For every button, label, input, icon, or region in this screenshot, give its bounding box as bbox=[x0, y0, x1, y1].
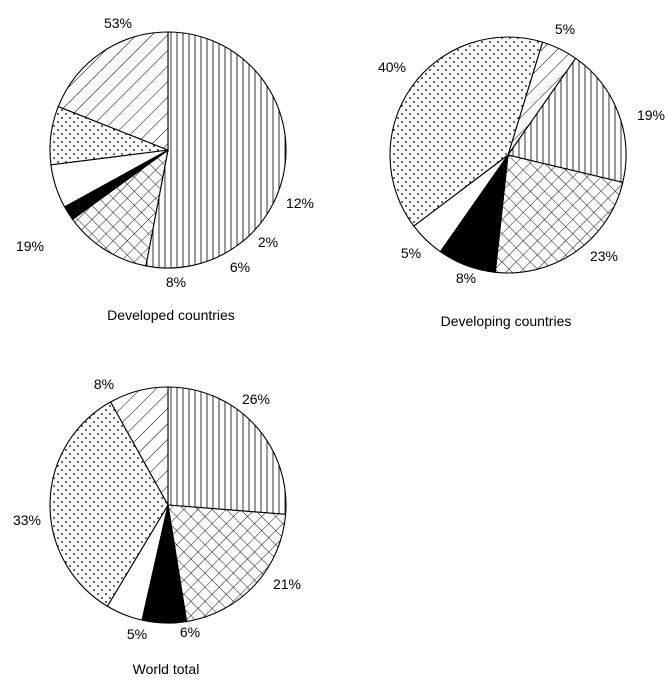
pie-developing-labels: 5% 19% 23% 8% 5% 40% bbox=[378, 21, 665, 286]
pie-developed: 53% 12% 2% 6% 8% 19% Developed countries bbox=[16, 15, 314, 323]
pie-developed-labels: 53% 12% 2% 6% 8% 19% bbox=[16, 15, 314, 290]
slice-label: 12% bbox=[286, 195, 314, 211]
slice-label: 5% bbox=[555, 21, 575, 37]
pie-slice-vertical-lines bbox=[145, 31, 287, 269]
pie-title: Developed countries bbox=[107, 307, 235, 323]
slice-label: 8% bbox=[94, 376, 114, 392]
pie-slice-crosshatch bbox=[167, 504, 287, 623]
slice-label: 6% bbox=[180, 624, 200, 640]
pie-title: World total bbox=[133, 661, 200, 677]
slice-label: 19% bbox=[16, 238, 44, 254]
pie-slice-crosshatch bbox=[71, 148, 169, 267]
pie-slice-vertical-lines bbox=[167, 386, 287, 515]
pie-world-labels: 26% 21% 6% 5% 33% 8% bbox=[13, 376, 301, 642]
slice-label: 19% bbox=[637, 107, 665, 123]
slice-label: 53% bbox=[104, 15, 132, 31]
pie-developing: 5% 19% 23% 8% 5% 40% Developing countrie… bbox=[378, 21, 665, 329]
pie-world: 26% 21% 6% 5% 33% 8% World total bbox=[13, 376, 301, 677]
slice-label: 21% bbox=[273, 576, 301, 592]
slice-label: 8% bbox=[456, 270, 476, 286]
slice-label: 23% bbox=[590, 248, 618, 264]
pie-slice-diagonal-lines bbox=[57, 31, 169, 151]
slice-label: 26% bbox=[242, 391, 270, 407]
pie-slice-dots bbox=[389, 36, 544, 227]
slice-label: 33% bbox=[13, 512, 41, 528]
pie-developing-slices bbox=[389, 36, 627, 274]
pie-slice-vertical-lines bbox=[507, 57, 627, 184]
pie-developed-slices bbox=[49, 31, 287, 269]
pie-slice-diagonal-lines bbox=[109, 386, 169, 508]
pie-world-slices bbox=[49, 386, 287, 624]
pie-slice-crosshatch bbox=[494, 154, 624, 274]
slice-label: 5% bbox=[401, 245, 421, 261]
slice-label: 40% bbox=[378, 59, 406, 75]
slice-label: 8% bbox=[166, 274, 186, 290]
slice-label: 5% bbox=[127, 626, 147, 642]
pie-title: Developing countries bbox=[441, 313, 572, 329]
slice-label: 6% bbox=[230, 259, 250, 275]
slice-label: 2% bbox=[258, 234, 278, 250]
